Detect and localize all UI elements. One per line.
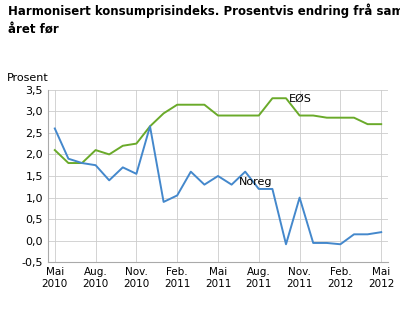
Text: året før: året før	[8, 22, 59, 36]
Text: EØS: EØS	[289, 94, 312, 104]
Text: Harmonisert konsumprisindeks. Prosentvis endring frå same månad: Harmonisert konsumprisindeks. Prosentvis…	[8, 3, 400, 18]
Text: Noreg: Noreg	[238, 178, 272, 188]
Text: Prosent: Prosent	[7, 73, 49, 83]
